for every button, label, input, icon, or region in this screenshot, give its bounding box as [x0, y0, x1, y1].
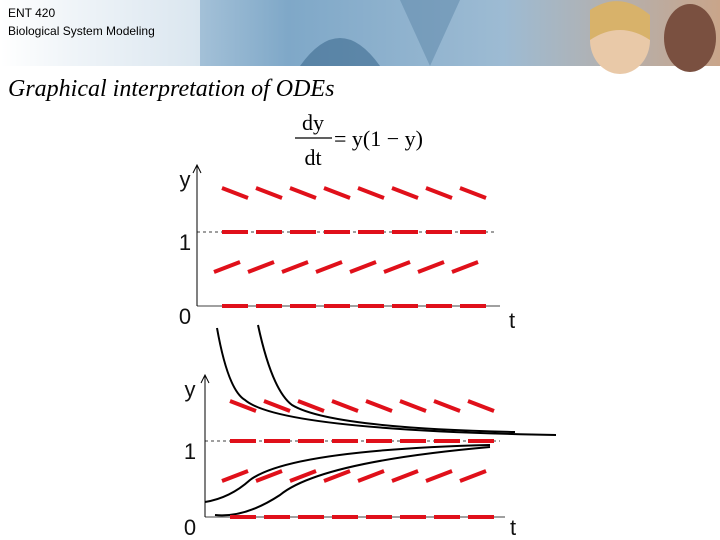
slope-segment	[459, 469, 487, 483]
slope-segment	[323, 469, 351, 483]
eq-denominator: dt	[304, 145, 321, 170]
course-code: ENT 420	[8, 6, 56, 20]
slope-segment	[433, 399, 461, 413]
t-label: t	[510, 515, 516, 540]
one-label: 1	[184, 439, 196, 464]
slope-segment	[289, 186, 317, 200]
slope-segment	[417, 260, 445, 274]
slope-segment	[399, 399, 427, 413]
slope-segment	[383, 260, 411, 274]
slope-segment	[213, 260, 241, 274]
eq-numerator: dy	[302, 110, 324, 135]
slope-segment	[255, 186, 283, 200]
slope-segment	[331, 399, 359, 413]
slope-segment	[357, 186, 385, 200]
y-label: y	[180, 167, 191, 192]
slope-segment	[425, 186, 453, 200]
slope-segment	[263, 399, 291, 413]
slope-segment	[297, 399, 325, 413]
slope-segment	[467, 399, 495, 413]
slope-segment	[315, 260, 343, 274]
slope-segment	[255, 469, 283, 483]
one-label: 1	[179, 230, 191, 255]
slope-segment	[365, 399, 393, 413]
banner	[0, 0, 720, 74]
direction-field: y 1 0 t	[179, 163, 515, 333]
slope-segment	[349, 260, 377, 274]
slope-segment	[451, 260, 479, 274]
axis-arrow	[200, 373, 210, 384]
course-name: Biological System Modeling	[8, 24, 155, 38]
slope-segment	[391, 469, 419, 483]
eq-rhs: = y(1 − y)	[334, 126, 423, 151]
slope-segment	[459, 186, 487, 200]
t-label: t	[509, 308, 515, 333]
axis-arrow	[192, 163, 202, 174]
slide-title: Graphical interpretation of ODEs	[8, 76, 335, 102]
slope-segment	[229, 399, 257, 413]
slope-segment	[221, 186, 249, 200]
slope-segment	[281, 260, 309, 274]
zero-label: 0	[184, 515, 196, 540]
zero-label: 0	[179, 304, 191, 329]
equation: dy dt = y(1 − y)	[295, 110, 423, 170]
slope-segment	[221, 469, 249, 483]
slope-segment	[247, 260, 275, 274]
slope-segment	[425, 469, 453, 483]
slope-segment	[357, 469, 385, 483]
y-label: y	[185, 377, 196, 402]
slope-segment	[391, 186, 419, 200]
slope-segment	[323, 186, 351, 200]
slope-segment	[289, 469, 317, 483]
solution-curves-field: y 1 0 t	[184, 324, 557, 540]
